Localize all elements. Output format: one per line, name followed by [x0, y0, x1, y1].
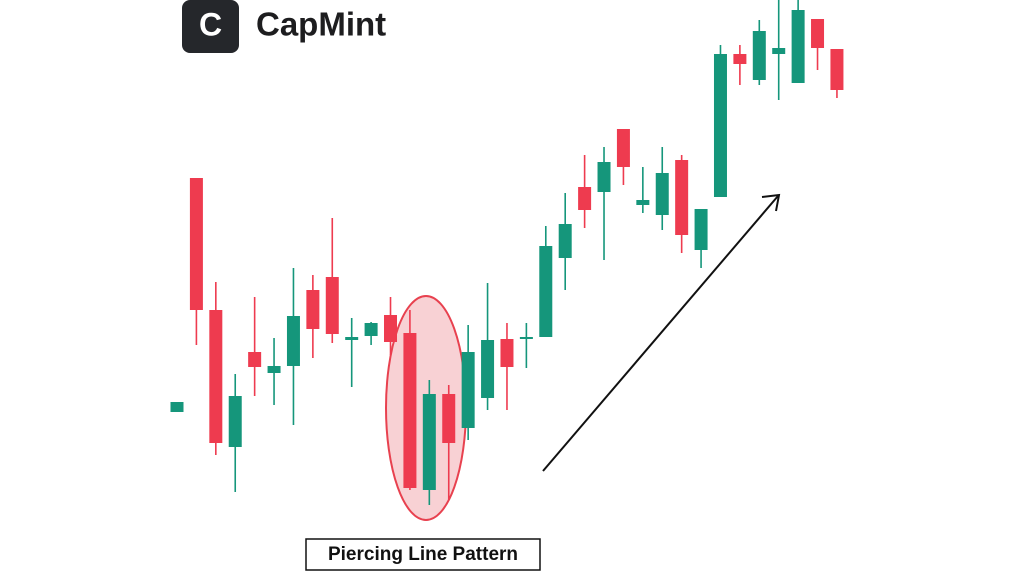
candle-body — [539, 246, 553, 337]
candle-body — [713, 54, 727, 197]
candle-body — [791, 10, 805, 83]
candle-body — [345, 337, 359, 340]
candle-body — [597, 162, 611, 192]
candle-body — [384, 315, 398, 342]
candle-body — [461, 352, 475, 428]
candle-body — [772, 48, 786, 54]
candle-body — [286, 316, 300, 366]
logo-text: CapMint — [256, 6, 386, 43]
logo-badge — [182, 0, 239, 53]
annotation-box — [305, 538, 541, 571]
logo-icon: C — [199, 6, 222, 42]
candle-body — [170, 402, 184, 412]
candle-body — [442, 394, 456, 443]
candle-body — [578, 187, 592, 210]
candle-body — [616, 129, 630, 167]
candle-body — [325, 277, 339, 334]
candle-body — [481, 340, 495, 398]
candle-body — [422, 394, 436, 490]
candle-body — [558, 224, 572, 258]
candle-body — [830, 49, 844, 90]
candle-body — [267, 366, 281, 373]
candle-body — [209, 310, 223, 443]
candle-body — [655, 173, 669, 215]
candle-body — [811, 19, 825, 48]
candle-body — [189, 178, 203, 310]
candle-body — [675, 160, 689, 235]
candle-body — [694, 209, 708, 250]
candles — [170, 0, 844, 505]
trend-arrow — [542, 195, 779, 472]
candle-body — [519, 337, 533, 339]
arrow-head — [761, 193, 781, 212]
candle-body — [306, 290, 320, 329]
candle-body — [364, 323, 378, 336]
candle-body — [248, 352, 262, 367]
candle-body — [752, 31, 766, 80]
annotation: Piercing Line Pattern — [328, 544, 518, 565]
candle-body — [733, 54, 747, 64]
candle-body — [228, 396, 242, 447]
candle-body — [636, 200, 650, 205]
candle-body — [403, 333, 417, 488]
candle-body — [500, 339, 514, 367]
